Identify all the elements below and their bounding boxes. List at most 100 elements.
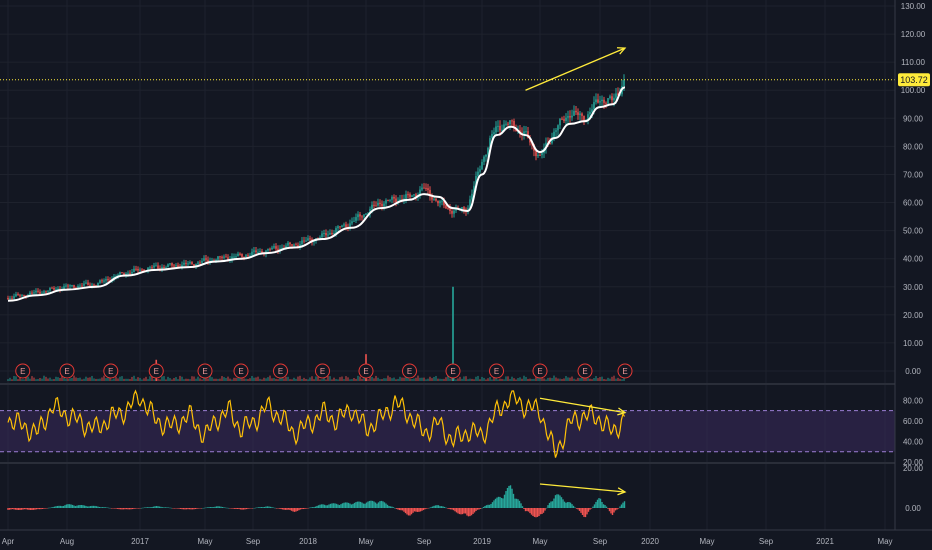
earnings-marker[interactable]: E <box>445 363 461 379</box>
volume-bar <box>263 377 265 381</box>
price-candle-body <box>11 298 13 300</box>
volume-bar <box>81 379 83 381</box>
volume-bar <box>183 379 185 381</box>
price-candle-body <box>35 290 37 293</box>
earnings-marker[interactable]: E <box>59 363 75 379</box>
price-candle-body <box>51 287 53 289</box>
histogram-bar <box>478 508 480 510</box>
volume-bar <box>553 375 555 381</box>
volume-bar <box>255 377 257 381</box>
earnings-marker[interactable]: E <box>315 363 330 379</box>
volume-bar <box>495 376 497 381</box>
histogram-bar <box>113 508 116 509</box>
histogram-bar <box>410 508 413 515</box>
time-tick-label: May <box>877 537 892 546</box>
volume-bar <box>111 379 113 381</box>
histogram-bar <box>68 504 71 508</box>
earnings-marker-label: E <box>320 367 325 376</box>
price-candle-body <box>63 286 65 290</box>
volume-bar <box>403 377 405 381</box>
price-candle-body <box>303 240 305 242</box>
price-candle-body <box>527 131 529 139</box>
histogram-bar <box>391 506 393 508</box>
earnings-marker[interactable]: E <box>103 363 119 379</box>
volume-bar <box>139 377 141 381</box>
histogram-bar <box>103 507 105 508</box>
volume-bar <box>447 375 449 381</box>
histogram-bar <box>503 494 506 508</box>
earnings-marker[interactable]: E <box>15 363 31 379</box>
volume-bar <box>511 376 513 381</box>
volume-bar <box>265 378 267 381</box>
histogram-bar <box>370 500 372 508</box>
earnings-marker[interactable]: E <box>273 363 288 379</box>
price-candle-body <box>123 273 125 275</box>
earnings-marker[interactable]: E <box>197 363 213 379</box>
price-candle-body <box>235 256 237 258</box>
price-candle-body <box>363 214 365 218</box>
price-candle-body <box>13 296 15 299</box>
histogram-bar <box>487 504 489 508</box>
earnings-marker[interactable]: E <box>402 363 417 379</box>
price-candle-body <box>301 240 303 245</box>
histogram-bar <box>115 508 117 509</box>
price-candle-body <box>237 253 239 257</box>
price-candle-body <box>499 125 501 131</box>
time-tick-label: May <box>197 537 212 546</box>
histogram-bar <box>154 506 156 508</box>
earnings-marker[interactable]: E <box>577 363 593 379</box>
histogram-bar <box>572 505 575 508</box>
volume-bar <box>361 378 363 381</box>
earnings-marker[interactable]: E <box>358 363 374 379</box>
histogram-bar <box>148 507 150 508</box>
histogram-bar <box>206 507 209 508</box>
histogram-bar <box>182 508 185 510</box>
histogram-bar <box>170 507 173 509</box>
price-candle-body <box>139 269 141 271</box>
histogram-bar <box>413 508 416 512</box>
histogram-bar <box>530 508 533 515</box>
price-candle-body <box>387 200 389 202</box>
volume-bar <box>567 377 569 381</box>
time-axis[interactable]: Apr Aug 2017 May Sep 2018 May Sep 2019 May Sep 2020… <box>2 537 893 546</box>
histogram-bar <box>58 505 60 508</box>
price-candle-body <box>567 116 569 118</box>
histogram-bar <box>136 508 138 509</box>
histogram-bar <box>479 508 482 509</box>
earnings-marker[interactable]: E <box>233 363 249 379</box>
histogram-bar <box>622 502 624 508</box>
histogram-bar <box>64 505 66 508</box>
price-candle-body <box>41 292 43 294</box>
price-candle-body <box>381 203 383 207</box>
volume-bar <box>101 377 103 381</box>
price-candle-body <box>225 256 227 258</box>
earnings-marker[interactable]: E <box>148 363 164 379</box>
price-candle-body <box>595 99 597 103</box>
histogram-bar <box>449 508 452 510</box>
histogram-bar <box>389 506 392 508</box>
volume-bar <box>123 378 125 381</box>
price-trend-arrow-shape <box>525 47 627 91</box>
volume-bar <box>193 376 195 381</box>
time-tick-label: 2018 <box>299 537 317 546</box>
volume-bar <box>59 378 61 381</box>
price-axis[interactable]: 130.00 120.00 110.00 100.00 90.00 80.00 70.00 6… <box>901 2 926 376</box>
earnings-marker[interactable]: E <box>489 363 504 379</box>
price-candle-body <box>419 189 421 196</box>
time-tick-label: Sep <box>246 537 261 546</box>
volume-bar <box>257 376 259 381</box>
histogram-bar <box>146 507 149 508</box>
price-candle-body <box>195 263 197 267</box>
histogram-bar <box>28 508 30 510</box>
histogram-bar <box>50 507 53 508</box>
histogram-bar <box>134 508 137 509</box>
price-candle-body <box>329 232 331 235</box>
price-tick-label: 110.00 <box>901 58 925 67</box>
earnings-marker[interactable]: E <box>617 363 633 379</box>
histogram-bar <box>193 508 195 510</box>
volume-bar <box>19 377 21 381</box>
histogram-bar <box>533 508 536 517</box>
histogram-bar <box>334 503 336 508</box>
earnings-marker[interactable]: E <box>532 363 548 379</box>
